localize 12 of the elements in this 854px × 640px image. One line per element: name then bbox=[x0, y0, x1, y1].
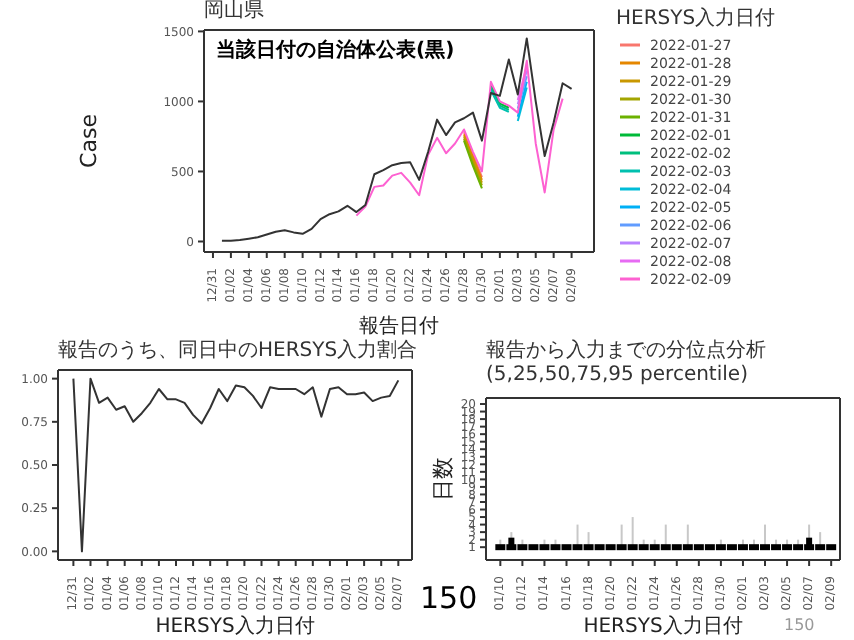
chart-title: 報告のうち、同日中のHERSYS入力割合 bbox=[58, 340, 418, 362]
y-axis-title: 日数 bbox=[429, 457, 456, 501]
x-axis-title: 報告日付 bbox=[359, 314, 439, 338]
x-axis-title: HERSYS入力日付 bbox=[583, 614, 743, 638]
text: 150 bbox=[420, 580, 478, 616]
annotation: 当該日付の自治体公表(黒) bbox=[216, 36, 455, 64]
chart-title: 報告から入力までの分位点分析(5,25,50,75,95 percentile) bbox=[486, 340, 768, 388]
text: 150 bbox=[784, 616, 815, 634]
chart-title: 岡山県 bbox=[204, 0, 264, 22]
y-axis-title: Case bbox=[75, 113, 102, 168]
legend-title: HERSYS入力日付 bbox=[616, 5, 776, 32]
x-axis-title: HERSYS入力日付 bbox=[155, 614, 315, 638]
